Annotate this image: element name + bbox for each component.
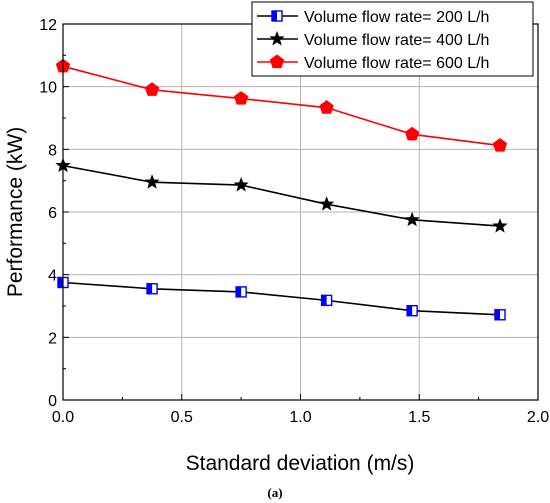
legend-label: Volume flow rate= 400 L/h xyxy=(304,32,489,49)
data-point xyxy=(233,91,249,105)
data-point xyxy=(320,294,333,307)
legend-marker xyxy=(269,31,285,46)
legend-item: Volume flow rate= 200 L/h xyxy=(257,9,489,26)
data-point xyxy=(146,283,158,295)
data-point xyxy=(233,177,249,192)
data-point xyxy=(492,138,508,152)
data-point xyxy=(406,305,418,317)
y-tick-label: 10 xyxy=(39,80,57,97)
legend: Volume flow rate= 200 L/h Volume flow rat… xyxy=(251,1,534,77)
data-point xyxy=(404,211,420,227)
series-1 xyxy=(57,276,506,321)
legend-item: Volume flow rate= 600 L/h xyxy=(257,54,489,72)
data-point xyxy=(404,126,420,141)
data-point xyxy=(144,174,160,189)
x-tick-label: 0.0 xyxy=(52,409,74,426)
x-tick-label: 0.5 xyxy=(171,409,193,426)
y-tick-label: 8 xyxy=(48,142,57,159)
x-tick-label: 1.5 xyxy=(408,409,430,426)
series-line xyxy=(62,164,501,227)
legend-marker xyxy=(269,54,285,69)
y-tick-label: 12 xyxy=(39,17,57,34)
data-point xyxy=(494,309,506,321)
series-3 xyxy=(55,58,508,152)
data-point xyxy=(144,82,160,96)
series-2 xyxy=(55,157,508,233)
data-point xyxy=(235,286,247,298)
data-point xyxy=(492,218,508,233)
figure-caption: (a) xyxy=(267,485,282,500)
legend-marker xyxy=(271,10,283,22)
legend-box xyxy=(251,1,534,77)
legend-item: Volume flow rate= 400 L/h xyxy=(257,31,489,49)
ticks: 0 2 4 6 8 10 12 0.0 0.5 1.0 1.5 2.0 xyxy=(39,17,549,426)
y-tick-label: 4 xyxy=(48,268,57,285)
series-layer xyxy=(55,58,508,321)
x-tick-label: 2.0 xyxy=(527,409,549,426)
series-line xyxy=(62,281,501,316)
y-tick-label: 6 xyxy=(48,205,57,222)
series-line xyxy=(62,65,501,147)
legend-label: Volume flow rate= 200 L/h xyxy=(304,9,489,26)
data-point xyxy=(319,100,334,114)
grid-lines xyxy=(63,24,538,400)
y-axis-title: Performance (kW) xyxy=(4,127,27,297)
y-tick-label: 0 xyxy=(48,393,57,410)
data-point xyxy=(319,196,335,211)
x-axis-title: Standard deviation (m/s) xyxy=(186,452,415,475)
y-tick-label: 2 xyxy=(48,330,57,347)
legend-label: Volume flow rate= 600 L/h xyxy=(304,55,489,72)
x-tick-label: 1.0 xyxy=(289,409,311,426)
